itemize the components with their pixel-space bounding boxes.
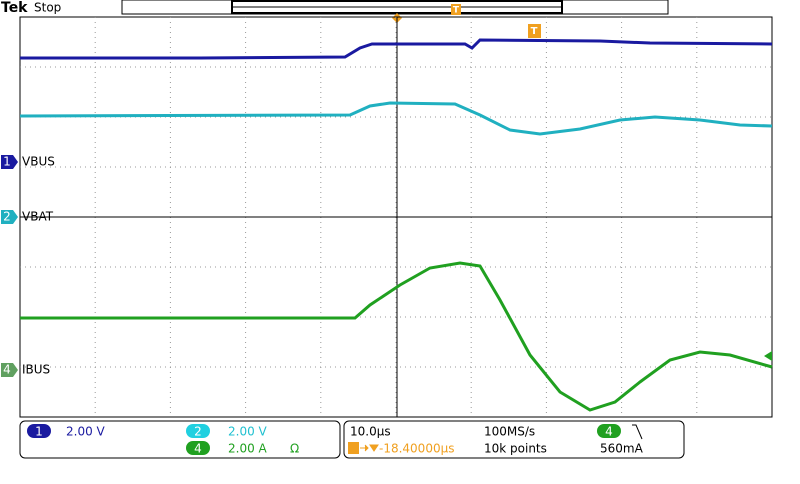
ch2-badge-number: 2 <box>194 425 202 439</box>
status: Stop <box>34 1 61 15</box>
sample-rate: 100MS/s <box>484 425 535 439</box>
trace-ch1 <box>20 38 773 60</box>
trigger-readout-icon <box>348 442 359 454</box>
trigger-point-icon <box>528 24 541 38</box>
record-length: 10k points <box>484 442 547 456</box>
ch4-badge <box>186 441 210 455</box>
trigger-level: 560mA <box>600 442 644 456</box>
ch4-number: 4 <box>3 363 11 377</box>
trigger-position: -18.40000µs <box>379 442 454 456</box>
ch1-badge <box>27 424 51 438</box>
channel-readout <box>19 420 341 459</box>
trace-ch2 <box>19 101 773 136</box>
ch4-marker <box>1 363 18 377</box>
ch1-number: 1 <box>3 155 11 169</box>
ch4-label: IBUS <box>22 363 50 377</box>
time-scale: 10.0µs <box>350 425 391 439</box>
ch1-scale: 2.00 V <box>66 425 106 439</box>
trigger-point-text: T <box>531 26 538 37</box>
ch2-label: VBAT <box>22 210 54 224</box>
slope-icon <box>632 424 643 440</box>
ch2-number: 2 <box>3 210 11 224</box>
ch2-scale: 2.00 V <box>228 425 268 439</box>
ch1-badge-number: 1 <box>35 425 43 439</box>
ch2-marker <box>1 210 18 224</box>
trigger-source-badge <box>597 424 621 438</box>
ch4-impedance: Ω <box>290 442 299 456</box>
ch2-badge <box>186 424 210 438</box>
ch1-marker <box>1 155 18 169</box>
ch4-scale: 2.00 A <box>228 442 268 456</box>
ch4-badge-number: 4 <box>194 442 202 456</box>
trigger-icon-text: T <box>453 6 460 16</box>
trace-ch4 <box>20 261 773 412</box>
trigger-level-marker <box>764 351 772 361</box>
trigger-arrow-icon <box>360 444 379 452</box>
brand: Tek <box>1 0 28 16</box>
ch1-label: VBUS <box>22 155 55 169</box>
trigger-source: 4 <box>605 425 613 439</box>
trigger-icon <box>451 4 461 15</box>
